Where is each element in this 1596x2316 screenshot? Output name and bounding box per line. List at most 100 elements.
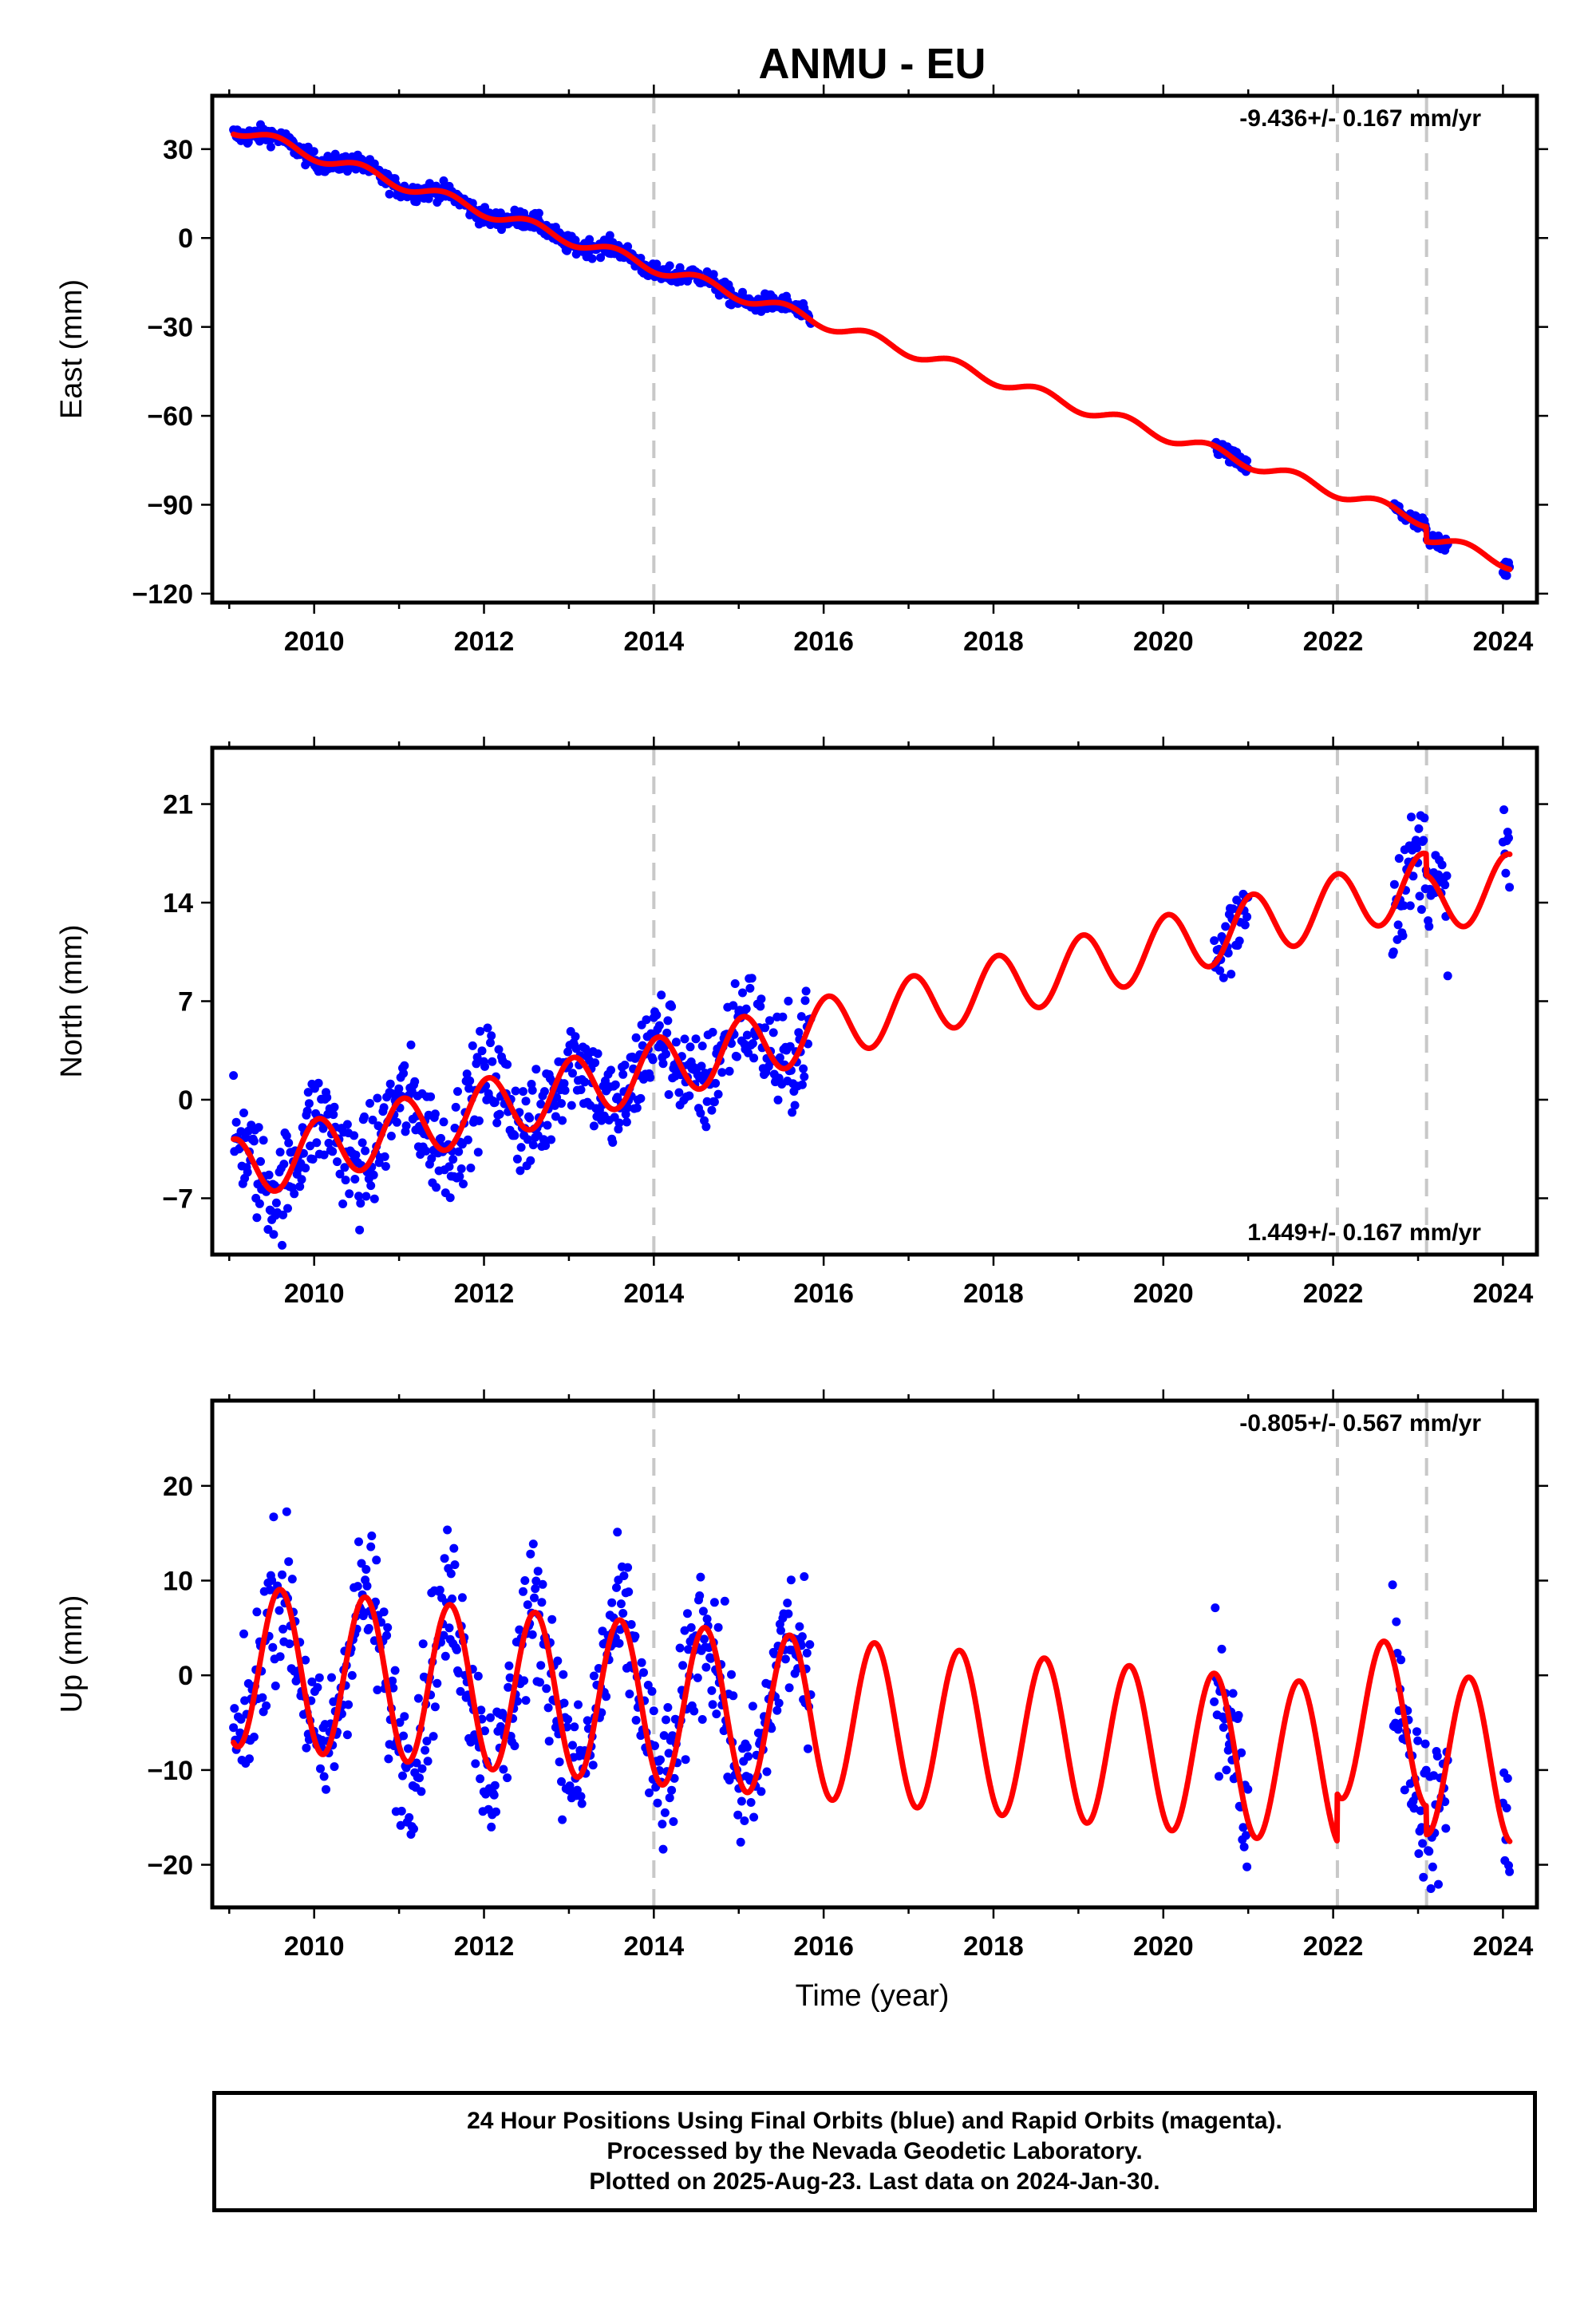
- data-point: [797, 1080, 807, 1089]
- data-point: [665, 1793, 674, 1803]
- data-point: [530, 1593, 539, 1603]
- data-point: [457, 1593, 467, 1603]
- data-point: [772, 1705, 782, 1715]
- data-point: [397, 1806, 406, 1816]
- model-fit-line: [231, 131, 1513, 572]
- data-point: [1428, 1862, 1437, 1871]
- data-point: [1221, 922, 1231, 931]
- data-point: [685, 1091, 694, 1101]
- data-point: [1223, 948, 1233, 958]
- data-point: [521, 1097, 531, 1106]
- data-point: [1420, 1739, 1430, 1749]
- x-tick-label: 2010: [284, 626, 345, 657]
- data-point: [450, 1124, 460, 1132]
- data-point: [696, 1572, 705, 1582]
- data-point: [680, 1034, 689, 1044]
- data-point: [282, 1131, 291, 1140]
- data-point: [1412, 844, 1421, 852]
- data-point: [252, 1607, 262, 1617]
- data-point: [1388, 1580, 1397, 1590]
- data-point: [462, 1069, 472, 1079]
- data-point: [1414, 1849, 1424, 1859]
- data-point: [610, 1080, 620, 1089]
- data-point: [1499, 805, 1509, 815]
- data-point: [282, 1507, 291, 1516]
- data-point: [385, 189, 394, 199]
- data-point: [708, 1027, 717, 1037]
- x-tick-label: 2012: [454, 626, 515, 657]
- data-point: [544, 1737, 554, 1746]
- data-point: [658, 1820, 667, 1829]
- data-point: [535, 1678, 544, 1687]
- y-axis-label: North (mm): [55, 924, 89, 1077]
- data-point: [279, 1624, 288, 1634]
- data-point: [399, 1069, 409, 1078]
- data-point: [602, 1692, 611, 1701]
- footer-line-orbits: 24 Hour Positions Using Final Orbits (bl…: [467, 2108, 1282, 2134]
- data-point: [746, 1798, 756, 1807]
- data-point: [567, 1101, 576, 1110]
- observation-series: [229, 1507, 1515, 1893]
- data-point: [252, 1213, 262, 1223]
- x-tick-label: 2024: [1473, 1279, 1534, 1309]
- data-point: [1399, 901, 1408, 911]
- data-point: [741, 1004, 751, 1014]
- data-point: [801, 986, 811, 996]
- data-point: [330, 1762, 339, 1772]
- data-point: [404, 1744, 413, 1753]
- data-point: [533, 1567, 543, 1576]
- data-point: [702, 1097, 712, 1106]
- data-point: [559, 1670, 568, 1679]
- x-tick-label: 2022: [1303, 626, 1364, 657]
- data-point: [279, 1210, 288, 1219]
- data-point: [483, 1023, 492, 1033]
- data-point: [652, 259, 662, 269]
- data-point: [559, 1698, 569, 1708]
- data-point: [608, 1138, 618, 1147]
- data-point: [262, 1701, 271, 1710]
- data-point: [1440, 880, 1450, 890]
- data-point: [453, 1087, 462, 1097]
- data-point: [1228, 1689, 1238, 1698]
- data-point: [662, 1715, 670, 1725]
- y-tick-label: −120: [132, 579, 193, 610]
- data-point: [361, 1192, 371, 1201]
- data-point: [327, 1673, 336, 1682]
- data-point: [709, 1097, 719, 1107]
- data-point: [583, 1716, 592, 1725]
- data-point: [503, 1060, 512, 1069]
- data-point: [302, 1743, 311, 1753]
- data-point: [463, 1135, 472, 1144]
- data-point: [249, 1136, 259, 1146]
- data-point: [531, 1065, 541, 1074]
- y-tick-label: 10: [163, 1567, 193, 1597]
- data-point: [231, 1117, 241, 1127]
- data-point: [624, 1587, 634, 1597]
- data-point: [443, 1525, 452, 1535]
- data-point: [417, 1764, 427, 1773]
- data-point: [547, 1614, 557, 1624]
- data-point: [269, 1230, 279, 1239]
- data-point: [622, 1117, 631, 1127]
- y-tick-label: 7: [178, 987, 193, 1018]
- data-point: [620, 1061, 630, 1069]
- data-point: [534, 208, 543, 218]
- data-point: [625, 1690, 634, 1699]
- data-point: [527, 1085, 537, 1095]
- data-point: [623, 242, 633, 251]
- data-point: [786, 1575, 796, 1585]
- data-point: [800, 996, 810, 1006]
- data-point: [268, 1642, 278, 1652]
- data-point: [653, 1798, 662, 1808]
- data-point: [285, 1639, 294, 1649]
- footer-line-processor: Processed by the Nevada Geodetic Laborat…: [606, 2138, 1143, 2164]
- data-point: [730, 979, 740, 988]
- data-point: [528, 1140, 538, 1150]
- data-point: [512, 1154, 522, 1164]
- data-point: [553, 1656, 563, 1666]
- north-panel: 2010 2012 2014 2016 2018 2020 2022 2024 21 14 7 0 −7…: [55, 737, 1548, 1309]
- data-point: [413, 1694, 423, 1703]
- x-tick-label: 2018: [963, 626, 1024, 657]
- data-point: [527, 1630, 537, 1639]
- data-point: [1389, 879, 1399, 889]
